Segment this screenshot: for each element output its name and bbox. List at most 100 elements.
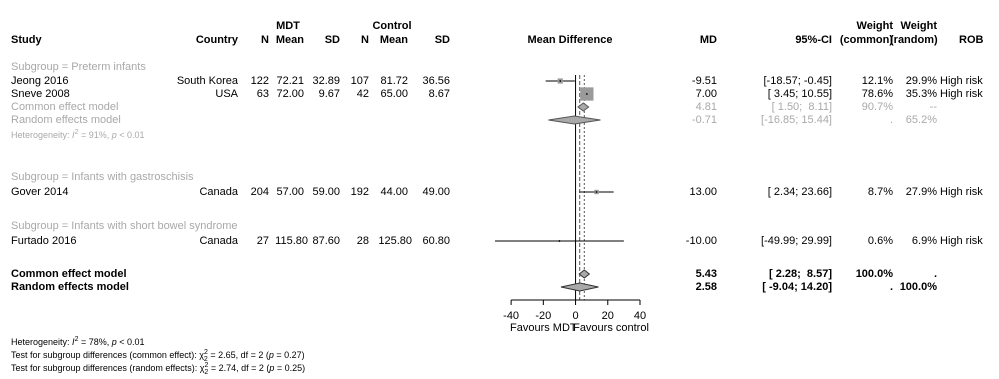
- header-rob: ROB: [959, 34, 984, 46]
- overall-heterogeneity: Heterogeneity: I2 = 78%, p < 0.01: [11, 336, 145, 347]
- study-mean-control: 44.00: [380, 186, 408, 198]
- subgroup-label: Subgroup = Preterm infants: [11, 61, 146, 73]
- header-md: MD: [699, 34, 717, 46]
- header-weight-random-1: Weight: [900, 20, 937, 32]
- study-mean-mdt: 72.21: [276, 75, 304, 87]
- header-study: Study: [11, 34, 42, 46]
- study-n-control: 28: [356, 235, 369, 247]
- overall-common-md: 5.43: [695, 268, 717, 280]
- study-name: Gover 2014: [11, 186, 69, 198]
- subgroup-heterogeneity: Heterogeneity: I2 = 91%, p < 0.01: [11, 129, 145, 140]
- subgroup-common-ci: [ 1.50; 8.11]: [771, 101, 832, 113]
- overall-random-md: 2.58: [695, 281, 717, 293]
- study-mean-control: 125.80: [378, 235, 412, 247]
- study-sd-control: 60.80: [422, 235, 450, 247]
- x-tick-label: 40: [634, 310, 646, 322]
- header-n-mdt: N: [261, 34, 269, 46]
- header-mdt-sd: SD: [324, 34, 340, 46]
- header-mdt-group: MDT: [276, 20, 300, 32]
- study-country: Canada: [199, 235, 238, 247]
- study-rob: High risk: [940, 235, 983, 247]
- study-n-control: 42: [356, 88, 369, 100]
- subgroup-random-ci: [-16.85; 15.44]: [761, 114, 832, 126]
- study-mean-mdt: 115.80: [275, 235, 308, 247]
- header-ci: 95%-CI: [795, 34, 832, 46]
- header-mdt-mean: Mean: [275, 34, 304, 46]
- header-mean-difference: Mean Difference: [527, 34, 613, 46]
- study-n-control: 192: [350, 186, 369, 198]
- study-ci: [ 2.34; 23.66]: [767, 186, 832, 198]
- study-n-control: 107: [350, 75, 369, 87]
- study-md: 7.00: [695, 88, 717, 100]
- study-point: [558, 240, 561, 242]
- overall-common-label: Common effect model: [11, 268, 127, 280]
- study-sd-control: 36.56: [422, 75, 450, 87]
- subgroup-common-weight-random: --: [929, 101, 937, 113]
- favours-control-label: Favours control: [573, 322, 649, 334]
- header-control-group: Control: [372, 20, 412, 32]
- subgroup-common-label: Common effect model: [11, 101, 119, 113]
- study-weight-random: 29.9%: [905, 75, 937, 87]
- overall-random-weight-common: .: [889, 281, 893, 293]
- study-weight-random: 35.3%: [905, 88, 937, 100]
- header-weight-random-2: (random): [890, 34, 938, 46]
- study-sd-mdt: 9.67: [318, 88, 340, 100]
- study-ci: [ 3.45; 10.55]: [767, 88, 832, 100]
- study-sd-mdt: 59.00: [312, 186, 340, 198]
- study-sd-mdt: 87.60: [312, 235, 340, 247]
- overall-random-weight-random: 100.0%: [899, 281, 937, 293]
- study-n-mdt: 122: [250, 75, 269, 87]
- study-name: Furtado 2016: [11, 235, 77, 247]
- header-weight-common-1: Weight: [856, 20, 893, 32]
- study-mean-mdt: 57.00: [276, 186, 304, 198]
- overall-common-diamond: [578, 269, 591, 279]
- study-mean-control: 81.72: [380, 75, 408, 87]
- study-country: USA: [215, 88, 238, 100]
- study-weight-common: 0.6%: [867, 235, 893, 247]
- study-point: [585, 93, 588, 95]
- header-control-mean: Mean: [379, 34, 408, 46]
- study-md: -10.00: [685, 235, 717, 247]
- x-tick-label: 20: [602, 310, 614, 322]
- study-country: Canada: [199, 186, 238, 198]
- study-weight-common: 78.6%: [861, 88, 893, 100]
- subgroup-random-weight-common: .: [889, 114, 893, 126]
- header-n-control: N: [361, 34, 369, 46]
- test-subgroup-random: Test for subgroup differences (random ef…: [11, 362, 306, 376]
- subgroup-common-weight-common: 90.7%: [861, 101, 893, 113]
- study-name: Jeong 2016: [11, 75, 69, 87]
- study-n-mdt: 204: [250, 186, 269, 198]
- subgroup-random-weight-random: 65.2%: [905, 114, 937, 126]
- study-point: [595, 191, 598, 193]
- subgroup-common-diamond: [577, 102, 590, 112]
- study-md: 13.00: [689, 186, 717, 198]
- overall-random-diamond: [560, 282, 599, 292]
- x-tick-label: -40: [503, 310, 519, 322]
- test-subgroup-common: Test for subgroup differences (common ef…: [11, 349, 305, 363]
- subgroup-random-label: Random effects model: [11, 114, 121, 126]
- study-n-mdt: 27: [256, 235, 269, 247]
- overall-common-ci: [ 2.28; 8.57]: [769, 268, 832, 280]
- study-country: South Korea: [176, 75, 238, 87]
- header-control-sd: SD: [434, 34, 450, 46]
- overall-random-ci: [ -9.04; 14.20]: [762, 281, 832, 293]
- study-mean-control: 65.00: [380, 88, 408, 100]
- subgroup-random-diamond: [548, 115, 601, 125]
- header-weight-common-2: (common): [839, 34, 893, 46]
- subgroup-label: Subgroup = Infants with short bowel synd…: [11, 220, 238, 232]
- study-n-mdt: 63: [256, 88, 269, 100]
- study-sd-control: 8.67: [428, 88, 450, 100]
- study-weight-random: 27.9%: [905, 186, 937, 198]
- x-tick-label: -20: [535, 310, 551, 322]
- x-tick-label: 0: [572, 310, 578, 322]
- study-weight-random: 6.9%: [911, 235, 937, 247]
- study-md: -9.51: [691, 75, 717, 87]
- study-rob: High risk: [940, 75, 983, 87]
- overall-common-weight-random: .: [933, 268, 937, 280]
- study-mean-mdt: 72.00: [276, 88, 304, 100]
- study-sd-control: 49.00: [422, 186, 450, 198]
- study-sd-mdt: 32.89: [312, 75, 340, 87]
- study-point: [559, 80, 562, 82]
- overall-random-label: Random effects model: [11, 281, 129, 293]
